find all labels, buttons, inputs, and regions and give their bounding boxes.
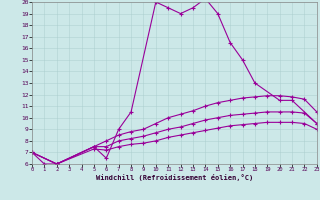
X-axis label: Windchill (Refroidissement éolien,°C): Windchill (Refroidissement éolien,°C) xyxy=(96,174,253,181)
